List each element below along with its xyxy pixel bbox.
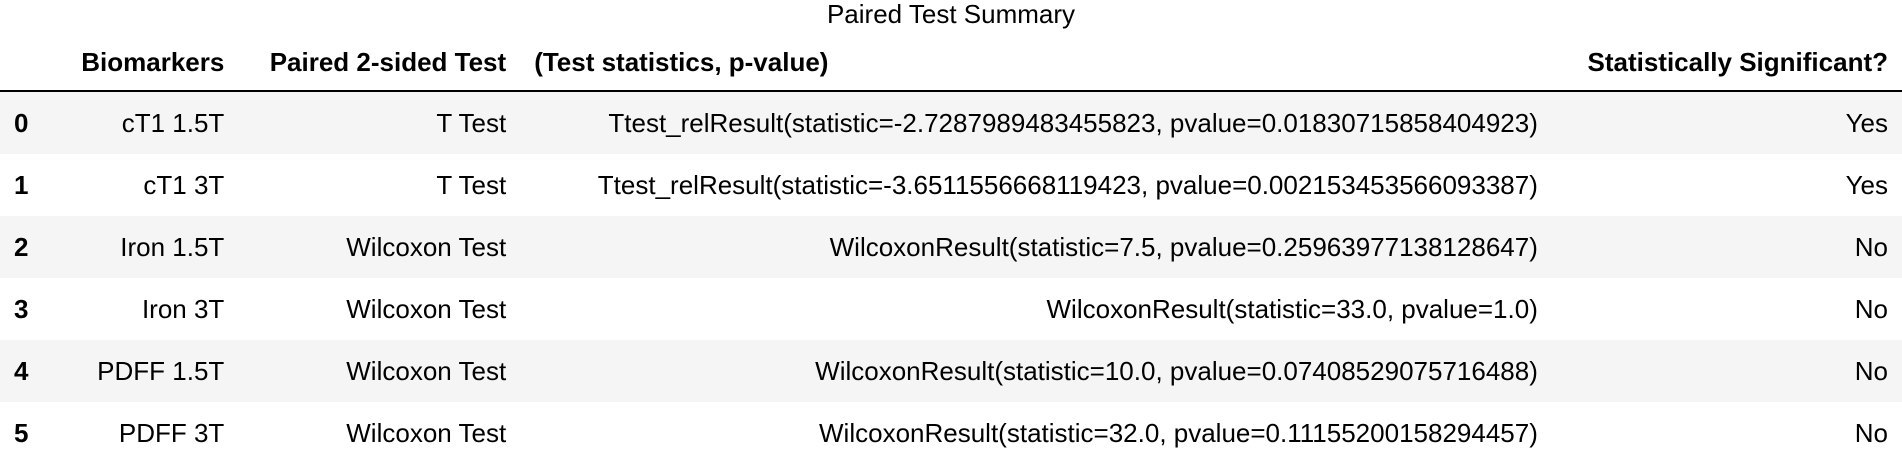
significance-cell: Yes [1845, 169, 1888, 200]
test-cell: Wilcoxon Test [346, 293, 507, 324]
test-cell: Wilcoxon Test [346, 417, 507, 448]
row-index: 2 [14, 231, 29, 262]
biomarker-cell: Iron 1.5T [120, 231, 225, 262]
significance-cell: No [1854, 231, 1888, 262]
significance-cell: Yes [1845, 107, 1888, 138]
row-index: 5 [14, 417, 29, 448]
row-index: 3 [14, 293, 29, 324]
table-row: 3 Iron 3T Wilcoxon Test WilcoxonResult(s… [0, 278, 1902, 340]
biomarker-cell: cT1 1.5T [121, 107, 225, 138]
statistics-cell: WilcoxonResult(statistic=10.0, pvalue=0.… [815, 355, 1538, 386]
table-body: 0 cT1 1.5T T Test Ttest_relResult(statis… [0, 91, 1902, 464]
test-cell: Wilcoxon Test [346, 231, 507, 262]
header-paired-test: Paired 2-sided Test [238, 34, 521, 92]
significance-cell: No [1854, 355, 1888, 386]
table-row: 4 PDFF 1.5T Wilcoxon Test WilcoxonResult… [0, 340, 1902, 402]
biomarker-cell: Iron 3T [141, 293, 225, 324]
table-row: 2 Iron 1.5T Wilcoxon Test WilcoxonResult… [0, 216, 1902, 278]
row-index: 4 [14, 355, 29, 386]
table-header: Biomarkers Paired 2-sided Test (Test sta… [0, 34, 1902, 92]
row-index: 1 [14, 169, 29, 200]
statistics-cell: Ttest_relResult(statistic=-2.72879894834… [608, 107, 1538, 138]
significance-cell: No [1854, 293, 1888, 324]
table-row: 5 PDFF 3T Wilcoxon Test WilcoxonResult(s… [0, 402, 1902, 464]
test-cell: T Test [436, 169, 507, 200]
test-cell: T Test [436, 107, 507, 138]
table-row: 0 cT1 1.5T T Test Ttest_relResult(statis… [0, 91, 1902, 154]
table-row: 1 cT1 3T T Test Ttest_relResult(statisti… [0, 154, 1902, 216]
statistics-cell: WilcoxonResult(statistic=7.5, pvalue=0.2… [829, 231, 1538, 262]
test-cell: Wilcoxon Test [346, 355, 507, 386]
paired-test-summary-table: Biomarkers Paired 2-sided Test (Test sta… [0, 34, 1902, 464]
header-biomarkers: Biomarkers [56, 34, 239, 92]
row-index: 0 [14, 107, 29, 138]
header-index [0, 34, 56, 92]
header-test-statistics: (Test statistics, p-value) [520, 34, 1552, 92]
header-row: Biomarkers Paired 2-sided Test (Test sta… [0, 34, 1902, 92]
header-statistically-significant: Statistically Significant? [1551, 34, 1902, 92]
statistics-cell: Ttest_relResult(statistic=-3.65115566681… [597, 169, 1538, 200]
table-caption: Paired Test Summary [826, 0, 1076, 29]
statistics-cell: WilcoxonResult(statistic=33.0, pvalue=1.… [1046, 293, 1538, 324]
biomarker-cell: PDFF 3T [118, 417, 225, 448]
biomarker-cell: PDFF 1.5T [97, 355, 225, 386]
statistics-cell: WilcoxonResult(statistic=32.0, pvalue=0.… [819, 417, 1538, 448]
biomarker-cell: cT1 3T [143, 169, 225, 200]
significance-cell: No [1854, 417, 1888, 448]
